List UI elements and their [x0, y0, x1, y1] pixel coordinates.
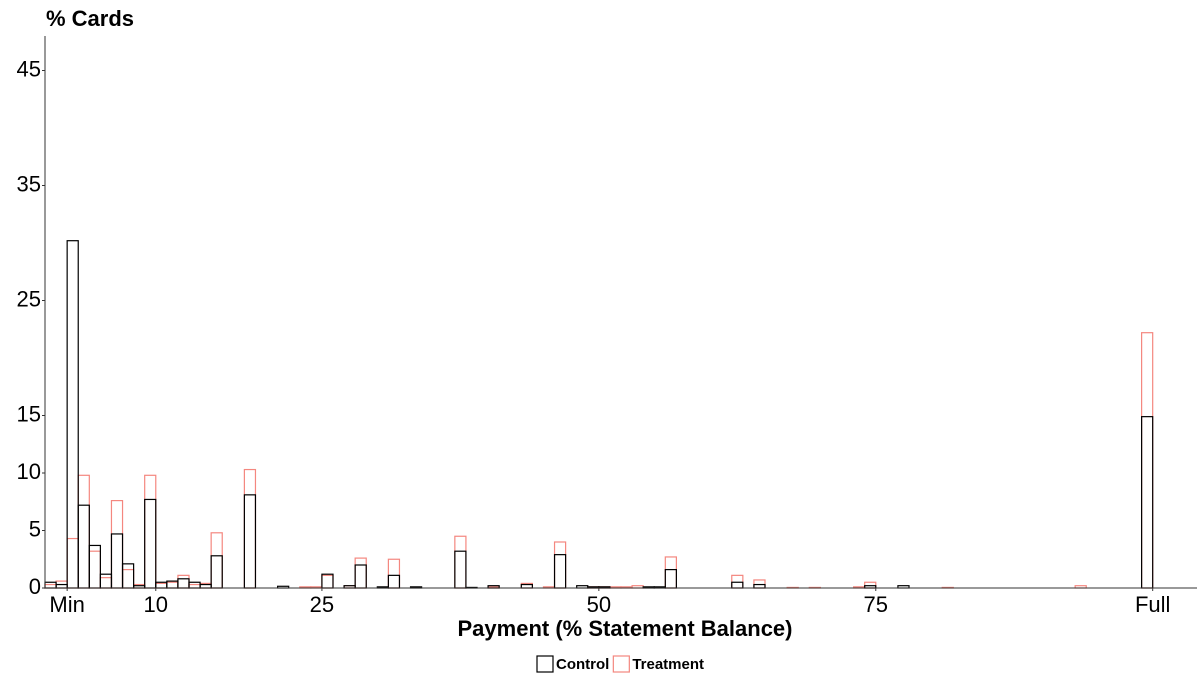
- legend-label: Control: [556, 656, 609, 673]
- bar: [321, 574, 334, 589]
- bar: [454, 550, 467, 589]
- bar: [77, 504, 90, 589]
- bar: [166, 581, 179, 589]
- bar: [77, 474, 90, 589]
- y-tick-label: 15: [17, 401, 41, 426]
- bar: [243, 494, 257, 589]
- bar: [110, 500, 124, 589]
- x-tick-label: 50: [587, 592, 611, 617]
- bar: [387, 574, 401, 589]
- x-tick-label: Min: [49, 592, 84, 617]
- bar: [664, 556, 677, 589]
- bar: [210, 555, 223, 589]
- bar: [144, 474, 157, 589]
- y-tick-label: 35: [17, 171, 41, 196]
- bar: [731, 581, 744, 589]
- bar: [210, 532, 223, 589]
- bar: [121, 563, 135, 589]
- x-tick-label: Full: [1135, 592, 1170, 617]
- y-tick-label: 45: [17, 56, 41, 81]
- y-axis-title: % Cards: [46, 6, 134, 31]
- bar: [144, 498, 157, 589]
- bar: [553, 541, 567, 589]
- y-tick-label: 5: [29, 516, 41, 541]
- bar: [321, 573, 334, 589]
- bar: [1141, 416, 1154, 589]
- bar: [155, 582, 168, 589]
- legend-swatch: [536, 655, 554, 673]
- bar: [454, 535, 467, 589]
- y-tick-label: 10: [17, 459, 41, 484]
- bar: [354, 564, 367, 589]
- x-tick-label: 25: [310, 592, 334, 617]
- bar: [520, 583, 533, 589]
- bar: [99, 577, 113, 589]
- legend-label: Treatment: [632, 656, 704, 673]
- bar: [753, 583, 766, 589]
- legend-swatch: [612, 655, 630, 673]
- bar: [1141, 332, 1154, 589]
- bar: [121, 568, 135, 589]
- bar: [110, 533, 124, 589]
- bar: [66, 240, 79, 589]
- bar: [177, 578, 190, 589]
- x-tick-label: 10: [144, 592, 168, 617]
- x-axis-title: Payment (% Statement Balance): [458, 616, 793, 641]
- bar: [354, 557, 367, 589]
- bar: [664, 568, 677, 589]
- bar: [243, 468, 257, 589]
- y-tick-label: 25: [17, 286, 41, 311]
- bar: [88, 550, 101, 589]
- bar: [177, 574, 190, 589]
- bar: [387, 558, 401, 589]
- y-tick-label: 0: [29, 574, 41, 599]
- x-tick-label: 75: [864, 592, 888, 617]
- bar: [99, 573, 113, 589]
- bar: [66, 537, 79, 589]
- bar: [199, 583, 212, 589]
- bar: [55, 583, 68, 589]
- bar: [553, 554, 567, 589]
- bar: [88, 544, 101, 589]
